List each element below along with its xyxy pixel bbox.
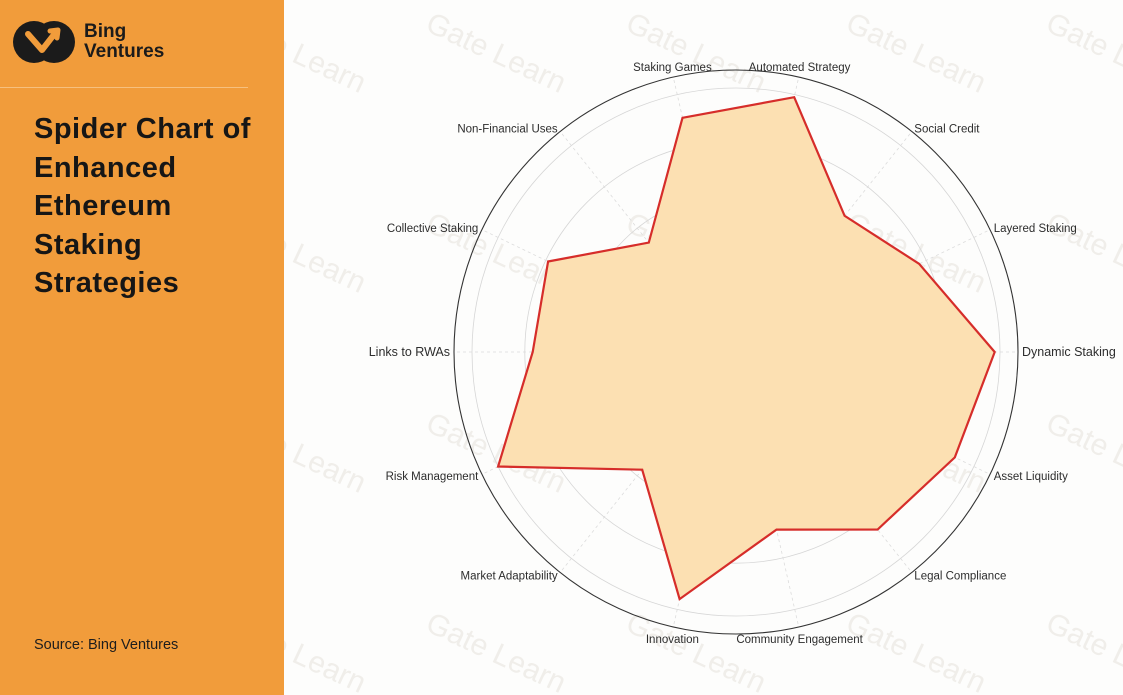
sidebar: Bing Ventures Spider Chart of Enhanced E… — [0, 0, 284, 695]
axis-label: Community Engagement — [736, 634, 863, 646]
outer-ring — [453, 69, 1019, 635]
axis-label: Automated Strategy — [749, 62, 851, 74]
axis-label: Staking Games — [633, 62, 712, 74]
watermark-text: Gate Learn — [284, 6, 371, 99]
brand-name-line2: Ventures — [84, 41, 165, 62]
axis-label: Links to RWAs — [369, 345, 450, 359]
axis-label: Collective Staking — [387, 223, 478, 235]
watermark-text: Gate Learn — [284, 406, 371, 499]
watermark-text: Gate Learn — [621, 606, 771, 695]
page-title: Spider Chart of Enhanced Ethereum Stakin… — [34, 113, 251, 299]
axis-label: Market Adaptability — [461, 571, 558, 583]
axis-label: Layered Staking — [994, 223, 1077, 235]
radar-series — [496, 95, 996, 601]
watermark-text: Gate Learn — [841, 6, 991, 99]
brand-name-line1: Bing — [84, 21, 127, 42]
axis-label: Dynamic Staking — [1022, 345, 1116, 359]
watermark-text: Gate Learn — [421, 6, 571, 99]
watermark-text: Gate Learn — [284, 606, 371, 695]
radar-axis-labels: Dynamic Staking Layered Staking Social Cre… — [369, 62, 1116, 646]
watermark-text: Gate Learn — [1041, 206, 1123, 299]
bing-ventures-logo-icon — [13, 21, 75, 63]
brand-logo[interactable]: Bing Ventures — [12, 20, 164, 64]
axis-label: Social Credit — [914, 123, 980, 135]
watermark-text: Gate Learn — [1041, 6, 1123, 99]
watermark-text: Gate Learn — [421, 606, 571, 695]
axis-label: Legal Compliance — [914, 571, 1006, 583]
watermark-text: Gate Learn — [1041, 406, 1123, 499]
axis-label: Innovation — [646, 634, 699, 646]
axis-label: Risk Management — [386, 471, 479, 483]
watermark-text: Gate Learn — [284, 206, 371, 299]
series-polygon — [496, 95, 996, 601]
sidebar-divider — [0, 87, 248, 88]
axis-label: Asset Liquidity — [994, 471, 1068, 483]
watermark-text: Gate Learn — [1041, 606, 1123, 695]
radar-chart: Gate Learn Gate Learn Gate Learn Gate Learn… — [284, 6, 1123, 695]
brand-name: Bing Ventures — [84, 22, 164, 62]
axis-label: Non-Financial Uses — [457, 123, 558, 135]
source-note: Source: Bing Ventures — [34, 637, 179, 653]
watermark-text: Gate Learn — [841, 606, 991, 695]
